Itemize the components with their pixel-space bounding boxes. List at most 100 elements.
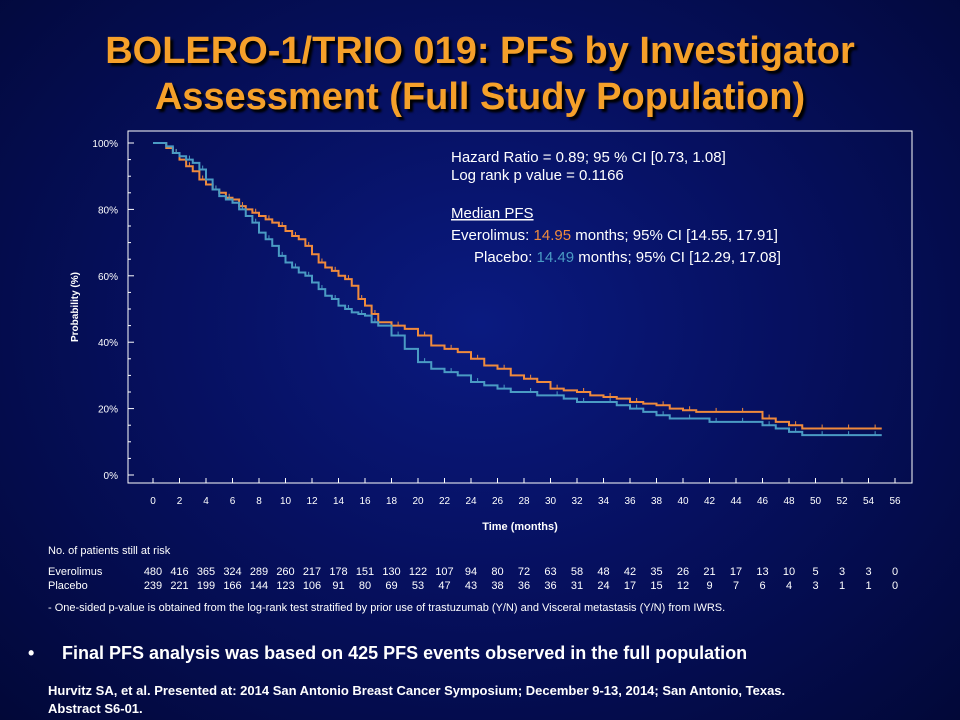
- risk-cell: 3: [865, 566, 872, 578]
- y-tick-label: 0%: [104, 471, 119, 482]
- risk-cell: 221: [170, 580, 189, 592]
- risk-cell: 3: [812, 580, 819, 592]
- y-tick-label: 80%: [98, 205, 118, 216]
- risk-cell: 36: [544, 580, 557, 592]
- risk-cell: 260: [276, 566, 295, 578]
- x-tick-label: 22: [439, 496, 451, 507]
- risk-cell: 151: [355, 566, 375, 578]
- risk-cell: 239: [143, 580, 163, 592]
- risk-cell: 94: [464, 566, 478, 578]
- risk-cell: 5: [812, 566, 819, 578]
- log-rank-value: Log rank p value = 0.1166: [451, 167, 624, 184]
- placebo-prefix: Placebo:: [474, 249, 537, 266]
- x-tick-label: 46: [757, 496, 769, 507]
- risk-cell: 217: [302, 566, 322, 578]
- plot-frame: [127, 130, 913, 484]
- hazard-ratio-text: Hazard Ratio = 0.89; 95 % CI [0.73, 1.08…: [451, 149, 726, 166]
- risk-cell: 480: [143, 566, 163, 578]
- risk-row-label: Everolimus: [48, 566, 103, 578]
- risk-cell: 289: [249, 566, 269, 578]
- risk-cell: 3: [838, 566, 846, 578]
- y-tick-label: 40%: [98, 338, 118, 349]
- x-tick-label: 10: [280, 496, 292, 507]
- risk-cell: 80: [358, 580, 372, 592]
- slide-title-line2: Assessment (Full Study Population): [154, 76, 806, 118]
- x-tick-label: 32: [571, 496, 583, 507]
- x-tick-label: 12: [306, 496, 318, 507]
- y-tick-label: 60%: [98, 272, 118, 283]
- evero-median: 14.95: [534, 227, 572, 244]
- x-tick-label: 6: [230, 496, 236, 507]
- risk-cell: 48: [597, 566, 610, 578]
- risk-cell: 4: [785, 580, 793, 592]
- risk-cell: 15: [650, 580, 663, 592]
- x-tick-label: 8: [256, 496, 262, 507]
- x-tick-label: 34: [598, 496, 610, 507]
- risk-cell: 69: [385, 580, 398, 592]
- risk-table-footnote: - One-sided p-value is obtained from the…: [48, 602, 726, 614]
- y-axis-label: Probability (%): [70, 272, 81, 342]
- risk-cell: 7: [732, 580, 740, 592]
- median-everolimus-text: Everolimus: 14.95 months; 95% CI [14.55,…: [451, 227, 778, 244]
- x-tick-label: 16: [359, 496, 371, 507]
- risk-cell: 9: [706, 580, 713, 592]
- x-axis-label: Time (months): [482, 521, 558, 533]
- risk-cell: 10: [782, 566, 796, 578]
- risk-cell: 72: [517, 566, 531, 578]
- risk-cell: 43: [464, 580, 478, 592]
- risk-table-heading: No. of patients still at risk: [48, 545, 171, 557]
- x-tick-label: 18: [386, 496, 398, 507]
- summary-bullet-text: Final PFS analysis was based on 425 PFS …: [62, 643, 748, 663]
- x-tick-label: 26: [492, 496, 504, 507]
- x-tick-label: 30: [545, 496, 557, 507]
- citation-line1: Hurvitz SA, et al. Presented at: 2014 Sa…: [48, 683, 786, 698]
- risk-cell: 42: [623, 566, 637, 578]
- risk-cell: 144: [249, 580, 269, 592]
- x-tick-label: 2: [177, 496, 183, 507]
- x-tick-label: 0: [150, 496, 156, 507]
- risk-cell: 107: [435, 566, 454, 578]
- x-tick-label: 52: [836, 496, 848, 507]
- risk-cell: 58: [570, 566, 584, 578]
- everolimus-curve: [153, 142, 882, 430]
- risk-cell: 17: [729, 566, 743, 578]
- x-tick-label: 4: [203, 496, 209, 507]
- risk-cell: 6: [759, 580, 766, 592]
- hazard-ratio-value: Hazard Ratio = 0.89; 95 % CI [0.73, 1.08…: [451, 149, 726, 166]
- risk-cell: 53: [411, 580, 425, 592]
- x-tick-label: 54: [863, 496, 875, 507]
- risk-cell: 91: [332, 580, 345, 592]
- slide-title: BOLERO-1/TRIO 019: PFS by Investigator A…: [0, 28, 960, 120]
- median-pfs-heading: Median PFS: [451, 205, 534, 222]
- risk-cell: 178: [329, 566, 348, 578]
- risk-cell: 63: [544, 566, 557, 578]
- x-tick-label: 24: [465, 496, 477, 507]
- bullet-marker: •: [28, 643, 35, 663]
- x-tick-label: 20: [412, 496, 424, 507]
- y-tick-label: 20%: [98, 405, 118, 416]
- kaplan-meier-chart: 0%20%40%60%80%100%0 2 4 6 8 10 12 14 16 18 20 22 24 2…: [70, 130, 913, 533]
- placebo-median: 14.49: [537, 249, 575, 266]
- evero-suffix: months; 95% CI [14.55, 17.91]: [571, 227, 778, 244]
- x-tick-label: 40: [677, 496, 689, 507]
- risk-cell: 26: [676, 566, 690, 578]
- risk-cell: 47: [438, 580, 451, 592]
- risk-cell: 123: [276, 580, 295, 592]
- risk-cell: 416: [170, 566, 189, 578]
- risk-cell: 0: [891, 580, 899, 592]
- risk-cell: 130: [382, 566, 401, 578]
- risk-cell: 36: [517, 580, 531, 592]
- risk-cell: 38: [491, 580, 504, 592]
- risk-cell: 24: [597, 580, 610, 592]
- risk-cell: 0: [891, 566, 899, 578]
- x-tick-label: 14: [333, 496, 345, 507]
- risk-cell: 1: [838, 580, 846, 592]
- slide-title-line1: BOLERO-1/TRIO 019: PFS by Investigator: [105, 30, 855, 72]
- x-tick-label: 36: [624, 496, 636, 507]
- citation: Hurvitz SA, et al. Presented at: 2014 Sa…: [48, 682, 953, 718]
- risk-row-label: Placebo: [48, 580, 88, 592]
- placebo-curve: [153, 142, 882, 437]
- x-tick-label: 38: [651, 496, 663, 507]
- risk-cell: 17: [623, 580, 637, 592]
- risk-cell: 166: [223, 580, 242, 592]
